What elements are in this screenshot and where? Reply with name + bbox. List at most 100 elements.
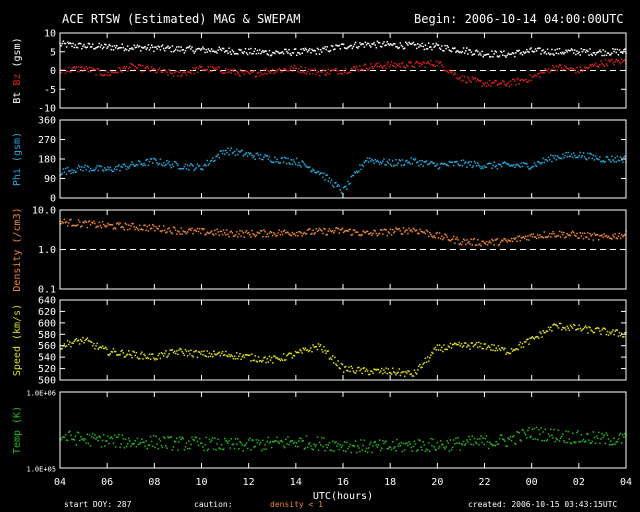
density-density-point <box>303 231 306 234</box>
temp-temp-point <box>255 439 258 441</box>
temp-temp-point <box>185 442 188 444</box>
mag-bz-point <box>199 66 202 68</box>
density-density-point <box>104 225 106 227</box>
temp-temp-point <box>589 442 591 444</box>
phi-phi-point <box>136 164 139 166</box>
mag-bt-point <box>447 46 450 49</box>
phi-phi-point <box>261 158 263 161</box>
mag-bz-point <box>71 68 73 70</box>
speed-speed-point <box>226 355 228 357</box>
speed-speed-point <box>287 353 289 356</box>
phi-phi-point <box>505 162 507 165</box>
phi-phi-point <box>110 169 113 171</box>
mag-bt-point <box>427 42 430 44</box>
mag-bz-point <box>89 71 92 73</box>
temp-temp-point <box>317 449 320 452</box>
mag-bt-point <box>294 48 297 50</box>
temp-temp-point <box>261 449 263 452</box>
phi-phi-point <box>448 160 451 163</box>
density-density-point <box>261 230 263 232</box>
density-density-point <box>403 231 406 233</box>
speed-speed-point <box>529 337 531 340</box>
mag-bt-point <box>385 44 387 46</box>
mag-bz-point <box>254 75 257 78</box>
density-density-point <box>533 236 536 238</box>
speed-speed-point <box>110 350 113 353</box>
temp-temp-point <box>611 444 613 446</box>
density-density-point <box>365 230 368 233</box>
phi-phi-point <box>484 166 487 168</box>
mag-bt-point <box>483 54 486 56</box>
mag-bt-point <box>437 44 440 46</box>
mag-bt-point <box>183 51 186 54</box>
mag-bt-point <box>181 49 183 51</box>
mag-bz-point <box>209 65 212 68</box>
phi-phi-point <box>610 160 612 163</box>
temp-temp-point <box>156 443 158 445</box>
temp-temp-point <box>511 435 514 438</box>
density-density-point <box>323 227 325 230</box>
temp-temp-point <box>90 435 93 438</box>
mag-bt-point <box>229 51 231 53</box>
speed-speed-point <box>590 329 592 331</box>
density-density-point <box>276 234 278 237</box>
phi-phi-point <box>111 170 114 172</box>
mag-bz-point <box>174 70 177 72</box>
mag-bz-point <box>235 70 238 73</box>
mag-bz-point <box>397 64 399 67</box>
phi-phi-point <box>498 163 501 166</box>
mag-bz-point <box>370 63 372 65</box>
density-density-point <box>360 234 362 237</box>
mag-bz-point <box>467 76 469 78</box>
temp-temp-point <box>346 441 348 444</box>
mag-bt-point <box>599 49 601 51</box>
speed-speed-point <box>181 350 183 353</box>
speed-speed-point <box>622 336 624 338</box>
phi-phi-point <box>190 163 192 165</box>
density-density-point <box>524 235 527 238</box>
temp-temp-point <box>565 430 567 432</box>
speed-speed-point <box>142 358 144 360</box>
data-points <box>59 40 627 454</box>
phi-phi-point <box>151 162 154 164</box>
phi-phi-point <box>229 149 231 152</box>
xtick-label: 22 <box>478 477 490 488</box>
mag-bz-point <box>214 68 216 71</box>
phi-phi-point <box>282 161 285 163</box>
mag-bt-point <box>315 53 318 55</box>
phi-phi-point <box>544 158 547 161</box>
density-density-point <box>466 239 468 241</box>
speed-speed-point <box>366 370 369 372</box>
density-density-point <box>192 232 194 235</box>
mag-bt-point <box>540 53 542 55</box>
temp-temp-point <box>370 441 372 444</box>
mag-bt-point <box>365 43 368 46</box>
mag-bz-point <box>493 81 495 84</box>
temp-temp-point <box>382 440 384 442</box>
mag-bt-point <box>275 50 277 52</box>
phi-phi-point <box>269 160 272 162</box>
mag-bz-point <box>119 67 121 70</box>
speed-speed-point <box>414 371 417 374</box>
density-density-point <box>342 231 345 234</box>
density-density-point <box>374 230 376 232</box>
density-density-point <box>96 225 98 228</box>
temp-temp-point <box>216 443 218 445</box>
mag-bt-point <box>474 50 477 52</box>
temp-temp-point <box>498 437 501 440</box>
speed-speed-point <box>532 337 535 339</box>
density-density-point <box>467 242 469 244</box>
phi-phi-point <box>503 161 505 164</box>
speed-speed-point <box>143 353 145 356</box>
mag-bt-point <box>487 53 490 56</box>
temp-temp-point <box>120 443 122 445</box>
temp-temp-point <box>310 445 312 447</box>
phi-phi-point <box>355 170 358 173</box>
phi-phi-point <box>157 163 159 166</box>
mag-bt-point <box>137 46 140 48</box>
mag-bt-point <box>433 46 435 48</box>
speed-speed-point <box>178 349 180 351</box>
temp-temp-point <box>268 442 271 444</box>
speed-speed-point <box>258 360 261 362</box>
mag-ylabel-part: Bt <box>12 92 23 104</box>
